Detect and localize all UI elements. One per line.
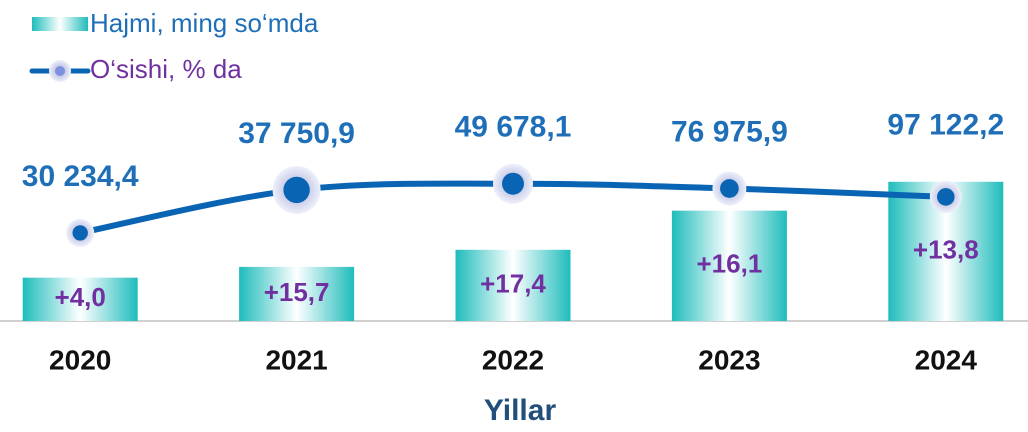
legend-swatch-bar bbox=[32, 17, 88, 31]
x-tick-label: 2020 bbox=[49, 344, 111, 375]
bar bbox=[455, 249, 571, 321]
growth-label: +15,7 bbox=[264, 277, 330, 307]
marker bbox=[720, 179, 739, 198]
marker bbox=[72, 225, 88, 241]
bar-value-label: 49 678,1 bbox=[455, 111, 572, 144]
growth-label: +13,8 bbox=[913, 234, 979, 264]
legend-label: Hajmi, ming so‘mda bbox=[90, 8, 319, 38]
x-tick-label: 2022 bbox=[482, 344, 544, 375]
x-tick-label: 2024 bbox=[915, 344, 978, 375]
growth-label: +4,0 bbox=[55, 282, 106, 312]
growth-label: +17,4 bbox=[480, 268, 546, 298]
marker bbox=[283, 176, 310, 204]
legend-label: O‘sishi, % da bbox=[90, 54, 242, 84]
bar bbox=[22, 277, 138, 321]
bar bbox=[671, 210, 787, 321]
bar-value-label: 30 234,4 bbox=[22, 160, 139, 193]
bar-value-label: 97 122,2 bbox=[887, 109, 1004, 142]
bar-value-label: 37 750,9 bbox=[238, 117, 355, 150]
legend-swatch-marker bbox=[55, 66, 65, 76]
x-tick-label: 2021 bbox=[265, 344, 327, 375]
x-axis-label: Yillar bbox=[484, 394, 557, 427]
growth-label: +16,1 bbox=[697, 249, 763, 279]
bar bbox=[239, 266, 355, 321]
marker bbox=[937, 188, 955, 206]
x-tick-label: 2023 bbox=[698, 344, 760, 375]
bar-value-label: 76 975,9 bbox=[671, 115, 788, 148]
marker bbox=[502, 172, 524, 195]
